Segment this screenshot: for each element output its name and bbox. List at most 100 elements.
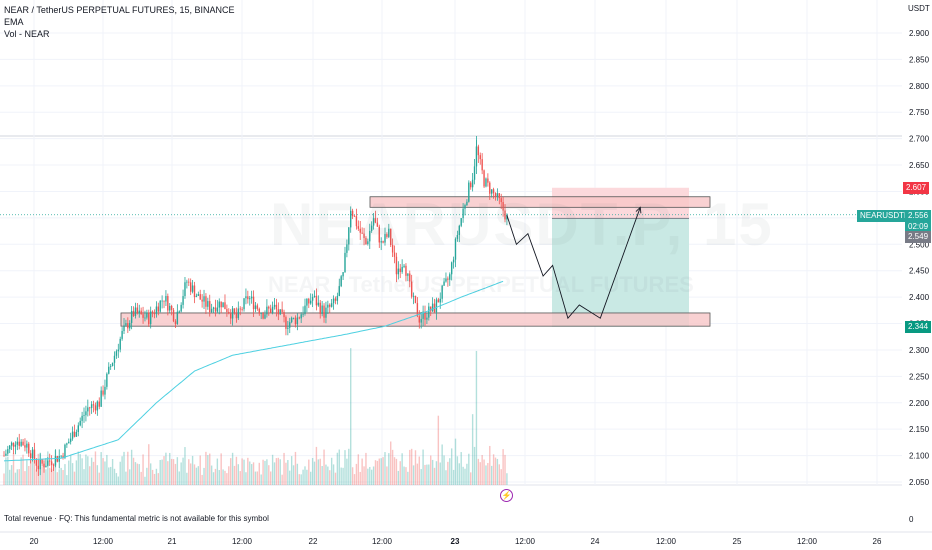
volume-bar (54, 450, 57, 485)
volume-bar (146, 467, 148, 485)
volume-bar (490, 465, 493, 485)
candle-body (129, 322, 131, 329)
volume-bar (60, 467, 62, 485)
candle-body (106, 373, 108, 387)
candle-body (506, 214, 508, 220)
volume-bar (169, 452, 171, 485)
candle-body (214, 307, 217, 312)
candle-body (184, 282, 186, 297)
price-axis[interactable]: 2.9002.8502.8002.7502.7002.6502.6002.550… (909, 29, 930, 524)
legend-ema[interactable]: EMA (4, 17, 24, 27)
volume-bar (123, 451, 125, 485)
volume-bar (409, 449, 411, 485)
candle-body (45, 465, 47, 468)
volume-bar (323, 449, 325, 485)
volume-bar (424, 464, 426, 485)
candle-body (92, 404, 95, 406)
volume-bar (163, 456, 165, 485)
candle-body (466, 201, 468, 206)
volume-bar (452, 469, 455, 485)
volume-bar (9, 469, 11, 485)
volume-bar (241, 458, 243, 485)
candle-body (391, 244, 394, 253)
candle-body (445, 278, 447, 282)
volume-bar (275, 458, 278, 485)
candle-body (207, 301, 209, 307)
time-axis[interactable]: 20 12:00 21 12:00 22 12:00 23 12:00 24 12:00 25 12:… (30, 537, 882, 546)
volume-bar (220, 453, 222, 485)
volume-bar (98, 472, 100, 485)
volume-bar (412, 465, 415, 485)
time-tick-label: 24 (591, 537, 600, 546)
volume-bar (367, 468, 369, 485)
candle-body (458, 225, 460, 236)
volume-bar (340, 467, 342, 485)
candle-body (500, 198, 502, 203)
volume-bar (140, 471, 142, 485)
volume-bar (369, 466, 371, 485)
candle-body (134, 307, 137, 316)
time-tick-label: 20 (30, 537, 39, 546)
arrow-head-icon (635, 206, 642, 214)
candle-body (363, 233, 365, 238)
candle-body (302, 313, 304, 315)
volume-bar (212, 472, 215, 485)
volume-bar (296, 463, 299, 485)
volume-bar (405, 467, 407, 485)
volume-bar (155, 468, 158, 485)
time-tick-label: 12:00 (372, 537, 393, 546)
candle-body (439, 298, 441, 303)
lightning-icon[interactable]: ⚡ (500, 489, 513, 502)
price-tick-label: 2.850 (909, 55, 930, 64)
volume-bar (454, 438, 457, 485)
volume-bar (188, 459, 190, 485)
candle-body (330, 303, 333, 307)
candle-body (323, 305, 325, 318)
candle-body (111, 362, 114, 366)
candle-body (355, 216, 358, 227)
volume-bar (357, 454, 360, 485)
volume-bar (148, 444, 150, 485)
entry-tag: 2.549 (905, 231, 932, 243)
candle-body (424, 311, 426, 320)
candle-body (468, 182, 470, 202)
legend-title[interactable]: NEAR / TetherUS PERPETUAL FUTURES, 15, B… (4, 5, 235, 15)
candle-body (69, 438, 72, 442)
candle-body (399, 268, 401, 272)
candle-body (144, 317, 146, 319)
volume-bar (117, 476, 119, 485)
time-tick-label: 22 (309, 537, 318, 546)
candle-body (249, 298, 251, 300)
volume-bar (207, 455, 209, 485)
volume-bar (374, 460, 377, 485)
candle-body (271, 306, 274, 313)
volume-bar (428, 464, 430, 485)
volume-bar (456, 456, 459, 485)
candle-body (250, 296, 253, 299)
time-tick-label: 25 (733, 537, 742, 546)
candle-body (81, 415, 83, 421)
volume-bar (437, 415, 440, 485)
volume-bar (235, 456, 238, 485)
volume-bar (431, 459, 434, 485)
currency-label[interactable]: USDT (908, 4, 930, 13)
candle-body (201, 299, 203, 302)
volume-bar (391, 449, 394, 485)
candle-body (228, 311, 230, 314)
candle-body (367, 241, 369, 245)
volume-bar (292, 465, 295, 485)
volume-bar (450, 448, 453, 485)
candle-body (119, 338, 121, 350)
volume-bar (471, 414, 474, 485)
candle-body (39, 459, 41, 470)
volume-bar (16, 469, 19, 485)
legend-volume[interactable]: Vol - NEAR (4, 29, 50, 39)
volume-bar (24, 471, 26, 485)
volume-bar (363, 466, 365, 485)
candle-body (68, 441, 70, 444)
volume-bar (483, 459, 485, 485)
zones-layer (0, 187, 902, 327)
volume-bar (90, 457, 93, 485)
candle-body (159, 300, 161, 312)
